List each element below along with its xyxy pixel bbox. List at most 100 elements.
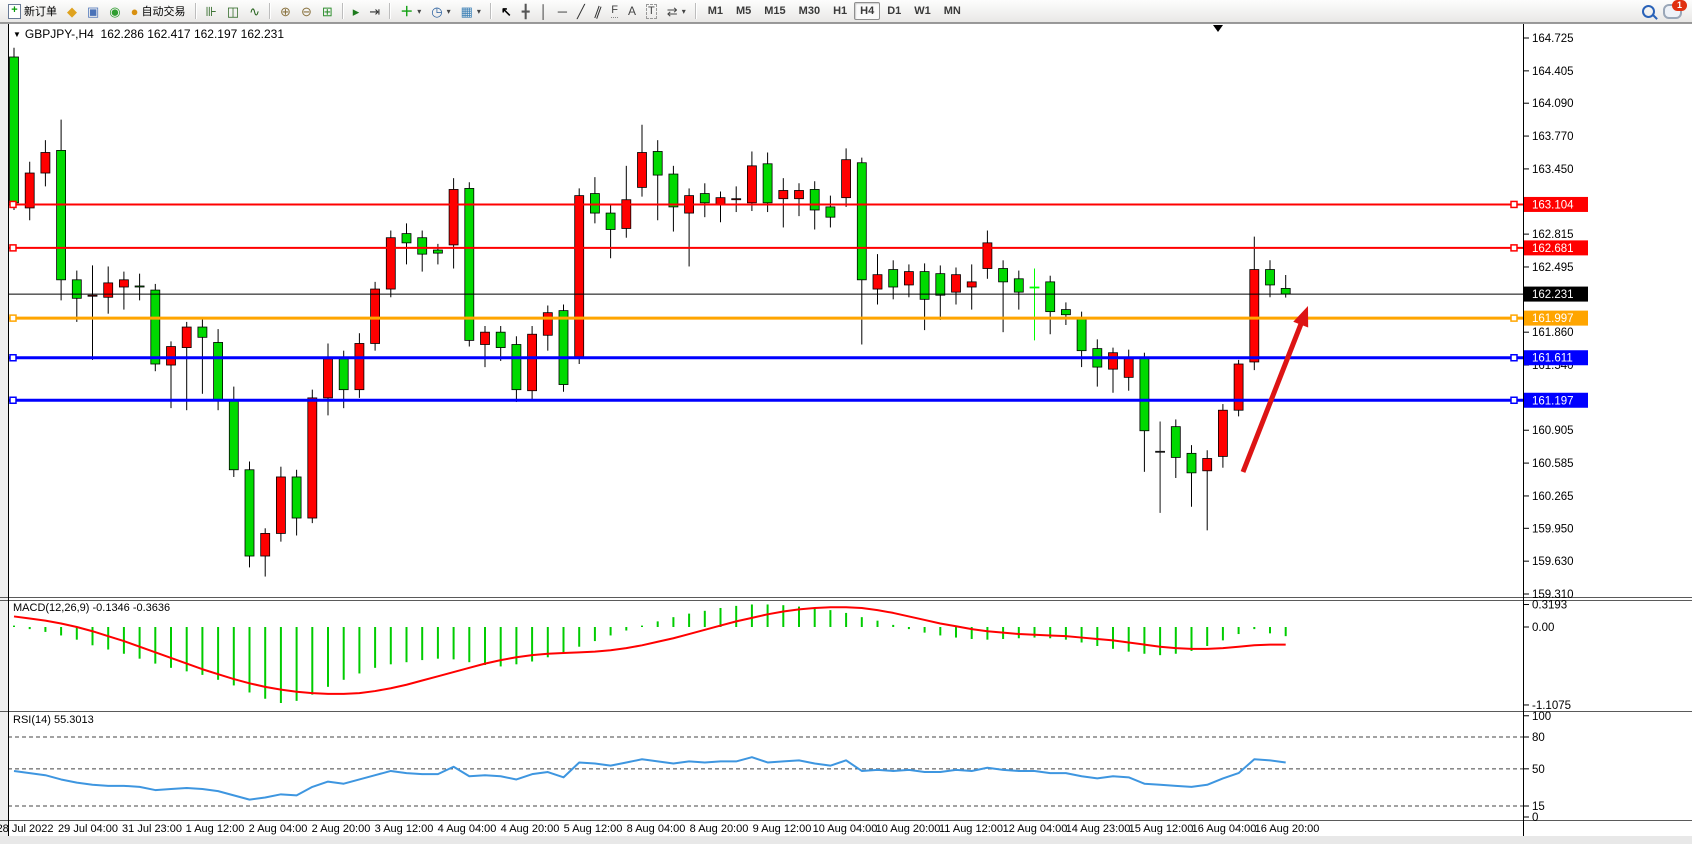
hline-handle[interactable] — [1510, 200, 1518, 209]
candle-body — [228, 399, 239, 471]
candle-body — [935, 273, 946, 296]
templates-button[interactable]: ▦ ▾ — [457, 1, 485, 22]
candle-body — [731, 198, 742, 201]
tab-timeframe-h4[interactable]: H4 — [854, 2, 881, 20]
hline-handle[interactable] — [9, 244, 17, 252]
toolbar-separator — [269, 3, 272, 19]
time-axis-label: 2 Aug 20:00 — [312, 823, 371, 835]
text-label-icon: T — [646, 3, 657, 19]
candle-body — [1170, 426, 1181, 458]
price-tick-label: 159.310 — [1532, 589, 1574, 601]
tab-timeframe-h1[interactable]: H1 — [833, 5, 848, 17]
candle-body — [370, 288, 381, 344]
search-icon[interactable] — [1642, 4, 1655, 18]
vertical-line-button[interactable]: │ — [536, 1, 552, 22]
new-order-label: 新订单 — [24, 6, 57, 18]
rsi-value: 55.3013 — [53, 714, 94, 726]
candle-body — [1233, 363, 1244, 411]
candlestick-chart-button[interactable]: ◫ — [223, 1, 243, 22]
candle-body — [605, 212, 616, 230]
tile-windows-button[interactable]: ⊞ — [318, 1, 337, 22]
candle-body — [1076, 318, 1087, 352]
toolbar-separator — [194, 3, 197, 19]
hline-handle[interactable] — [9, 200, 17, 209]
price-tick-label: 163.770 — [1532, 131, 1574, 143]
time-axis-label: 16 Aug 20:00 — [1255, 823, 1320, 835]
hline-handle[interactable] — [1510, 314, 1518, 322]
zoom-in-button[interactable]: ⊕ — [276, 1, 295, 22]
tab-timeframe-mn[interactable]: MN — [943, 5, 961, 17]
candle-body — [951, 274, 961, 293]
candle-body — [24, 172, 35, 209]
text-button[interactable]: A — [624, 1, 640, 22]
hline-handle[interactable] — [1510, 396, 1518, 405]
periods-button[interactable]: ◷ ▾ — [427, 1, 454, 22]
price-tick-label: 163.450 — [1532, 164, 1574, 176]
autotrading-button[interactable]: ● 自动交易 — [127, 1, 190, 22]
auto-scroll-button[interactable]: ▸ — [349, 1, 364, 22]
candle-body — [856, 162, 867, 281]
candle-body — [1139, 357, 1150, 432]
candle-body — [778, 190, 789, 200]
line-chart-icon: ∿ — [249, 3, 261, 19]
tile-windows-icon: ⊞ — [321, 3, 333, 19]
cursor-button[interactable]: ↖ — [497, 1, 516, 22]
fibonacci-button[interactable]: F — [607, 1, 622, 22]
terminal-button[interactable]: ▣ — [83, 1, 103, 22]
chart-symbol-period: GBPJPY-,H4 — [24, 27, 94, 41]
hline-handle[interactable] — [9, 314, 17, 322]
candle-body — [998, 268, 1008, 283]
hline-handle[interactable] — [9, 353, 17, 362]
text-label-button[interactable]: T — [642, 1, 661, 22]
rsi-tick-label: 15 — [1532, 801, 1545, 813]
horizontal-line-button[interactable]: ─ — [554, 1, 571, 22]
trendline-button[interactable]: ╱ — [573, 1, 589, 22]
candle-body — [244, 469, 255, 557]
equidistant-channel-button[interactable]: ∥ — [591, 1, 606, 22]
line-chart-button[interactable]: ∿ — [245, 1, 264, 22]
hline-handle[interactable] — [1510, 353, 1518, 362]
candle-body — [794, 190, 804, 200]
tab-timeframe-m5[interactable]: M5 — [735, 5, 752, 17]
chart-shift-marker[interactable] — [1213, 25, 1223, 32]
collapse-triangle-icon[interactable]: ▼ — [13, 30, 21, 39]
macd-tick-label: 0.3193 — [1532, 600, 1567, 612]
chart-shift-button[interactable]: ⇥ — [365, 1, 384, 22]
zoom-out-button[interactable]: ⊖ — [297, 1, 316, 22]
metaeditor-button[interactable]: ◆ — [63, 1, 81, 22]
indicators-icon: ＋ — [400, 3, 414, 19]
price-tick-label: 161.860 — [1532, 327, 1574, 339]
toolbar-separator — [389, 3, 392, 19]
price-label-box — [1524, 286, 1588, 302]
signals-button[interactable]: ◉ — [105, 1, 124, 22]
indicators-button[interactable]: ＋ ▾ — [396, 1, 425, 22]
time-axis-label: 3 Aug 12:00 — [375, 823, 434, 835]
chart-background — [0, 23, 1692, 844]
tab-timeframe-w1[interactable]: W1 — [914, 5, 931, 17]
hline-handle[interactable] — [9, 396, 17, 405]
time-axis-label: 28 Jul 2022 — [0, 823, 53, 835]
tab-timeframe-d1[interactable]: D1 — [887, 5, 902, 17]
time-axis-label: 8 Aug 04:00 — [627, 823, 686, 835]
bar-chart-icon: ⊪ — [205, 3, 217, 19]
tab-timeframe-m1[interactable]: M1 — [707, 5, 723, 17]
rsi-tick-label: 100 — [1532, 711, 1551, 723]
new-order-button[interactable]: + 新订单 — [4, 1, 61, 22]
arrows-button[interactable]: ⇄ ▾ — [663, 1, 690, 22]
rsi-tick-label: 0 — [1532, 812, 1538, 824]
cursor-icon: ↖ — [500, 3, 512, 19]
bar-chart-button[interactable]: ⊪ — [202, 1, 221, 22]
trend-arrow-line[interactable] — [1240, 318, 1306, 473]
crosshair-button[interactable]: ╋ — [518, 1, 534, 22]
candle-body — [621, 199, 632, 229]
candle-body — [825, 206, 836, 218]
candle-body — [1202, 458, 1213, 472]
chat-icon[interactable]: 1 — [1663, 0, 1687, 19]
tab-timeframe-m30[interactable]: M30 — [798, 5, 821, 17]
candle-body — [40, 152, 51, 174]
tab-timeframe-m15[interactable]: M15 — [764, 5, 786, 17]
candle-body — [511, 344, 522, 391]
trend-arrow-head[interactable] — [1293, 306, 1309, 328]
hline-handle[interactable] — [1510, 244, 1518, 252]
